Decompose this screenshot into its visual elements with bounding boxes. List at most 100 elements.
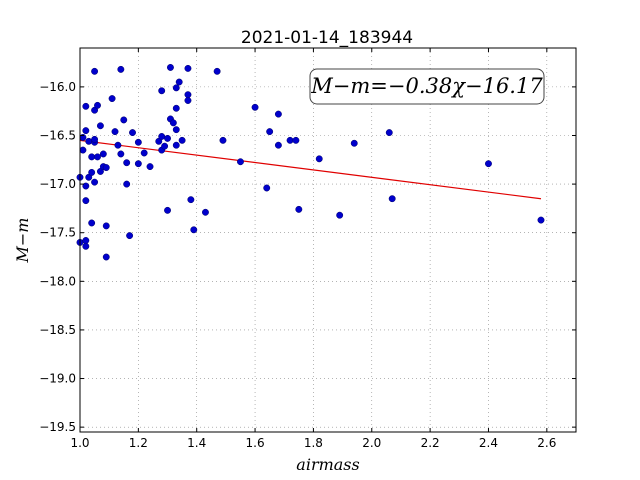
data-point (88, 153, 96, 161)
x-tick-label: 1.8 (304, 436, 323, 450)
data-point (172, 126, 180, 134)
data-point (274, 141, 282, 149)
data-point (213, 67, 221, 75)
plot-area (80, 48, 576, 432)
data-point (219, 136, 227, 144)
data-point (82, 197, 90, 205)
data-point (172, 141, 180, 149)
data-point (251, 103, 259, 111)
data-point (485, 160, 492, 168)
data-point (140, 149, 148, 157)
data-point (164, 134, 171, 142)
x-tick-label: 2.6 (537, 436, 556, 450)
data-point (82, 127, 90, 135)
data-point (85, 137, 93, 145)
data-point (126, 232, 134, 240)
y-tick-label: −16.5 (39, 128, 76, 142)
data-point (537, 216, 545, 224)
grid (79, 48, 576, 432)
data-point (172, 84, 180, 92)
data-point (82, 242, 90, 250)
x-tick-label: 1.4 (187, 436, 206, 450)
y-tick-label: −18.0 (39, 274, 76, 288)
y-tick-label: −16.0 (39, 80, 76, 94)
x-tick-label: 1.0 (70, 436, 89, 450)
data-point (158, 87, 166, 95)
x-tick-label: 2.2 (421, 436, 440, 450)
data-point (114, 141, 122, 149)
data-point (117, 150, 125, 158)
data-point (184, 97, 192, 104)
data-point (99, 150, 107, 158)
data-point (94, 153, 101, 161)
data-point (102, 253, 110, 261)
data-point (91, 135, 99, 143)
data-point (82, 102, 90, 110)
data-point (123, 180, 131, 188)
data-point (94, 101, 101, 109)
data-point (134, 138, 142, 146)
data-point (266, 128, 274, 136)
x-tick-label: 1.2 (129, 436, 148, 450)
data-point (158, 133, 166, 140)
fit-line (79, 139, 542, 200)
data-point (146, 163, 154, 171)
y-tick-label: −19.0 (39, 372, 76, 386)
data-point (385, 129, 393, 137)
y-tick-label: −18.5 (39, 323, 76, 337)
data-point (184, 91, 192, 99)
data-point (274, 110, 282, 118)
x-tick-label: 2.4 (479, 436, 498, 450)
data-point (120, 116, 128, 124)
data-points (76, 63, 545, 261)
x-tick-label: 1.6 (246, 436, 265, 450)
data-point (237, 158, 244, 166)
data-point (102, 222, 110, 230)
data-point (315, 155, 323, 163)
data-point (79, 146, 87, 154)
fit-equation-text: M−m=−0.38χ−16.17 (310, 74, 543, 98)
axis-ticks: 1.0 1.2 1.4 1.6 1.8 2.0 2.2 2.4 2.6 −16.0 −16.5 −17… (39, 48, 576, 450)
y-axis-label: M−m (13, 218, 32, 264)
data-point (164, 206, 171, 214)
data-point (169, 119, 177, 127)
data-point (134, 160, 142, 168)
data-point (88, 219, 96, 227)
fit-equation-frame (309, 68, 545, 105)
data-point (161, 142, 169, 150)
data-point (123, 159, 131, 167)
y-tick-label: −17.0 (39, 177, 76, 191)
data-point (91, 67, 99, 75)
fit-equation-box: M−m=−0.38χ−16.17 (309, 68, 545, 105)
data-point (388, 195, 396, 203)
data-point (202, 208, 209, 216)
x-axis-label: airmass (296, 455, 359, 474)
data-point (263, 184, 271, 192)
data-point (108, 95, 116, 103)
data-point (82, 237, 90, 244)
data-point (82, 182, 90, 190)
x-tick-label: 2.0 (362, 436, 381, 450)
chart-title: 2021-01-14_183944 (241, 28, 413, 48)
data-point (190, 226, 198, 234)
data-point (96, 122, 104, 130)
y-tick-label: −19.5 (39, 420, 76, 434)
data-point (292, 136, 300, 144)
data-point (175, 78, 183, 86)
data-point (102, 164, 110, 172)
data-point (184, 64, 192, 72)
data-point (178, 136, 186, 144)
plot-frame (79, 47, 577, 433)
data-point (129, 129, 136, 137)
data-point (336, 211, 344, 219)
y-tick-label: −17.5 (39, 226, 76, 240)
data-point (187, 196, 195, 204)
data-point (117, 65, 125, 73)
data-point (88, 168, 96, 176)
data-point (295, 205, 303, 213)
data-point (166, 63, 174, 71)
data-point (91, 178, 99, 186)
data-point (350, 139, 358, 147)
data-point (111, 128, 119, 136)
